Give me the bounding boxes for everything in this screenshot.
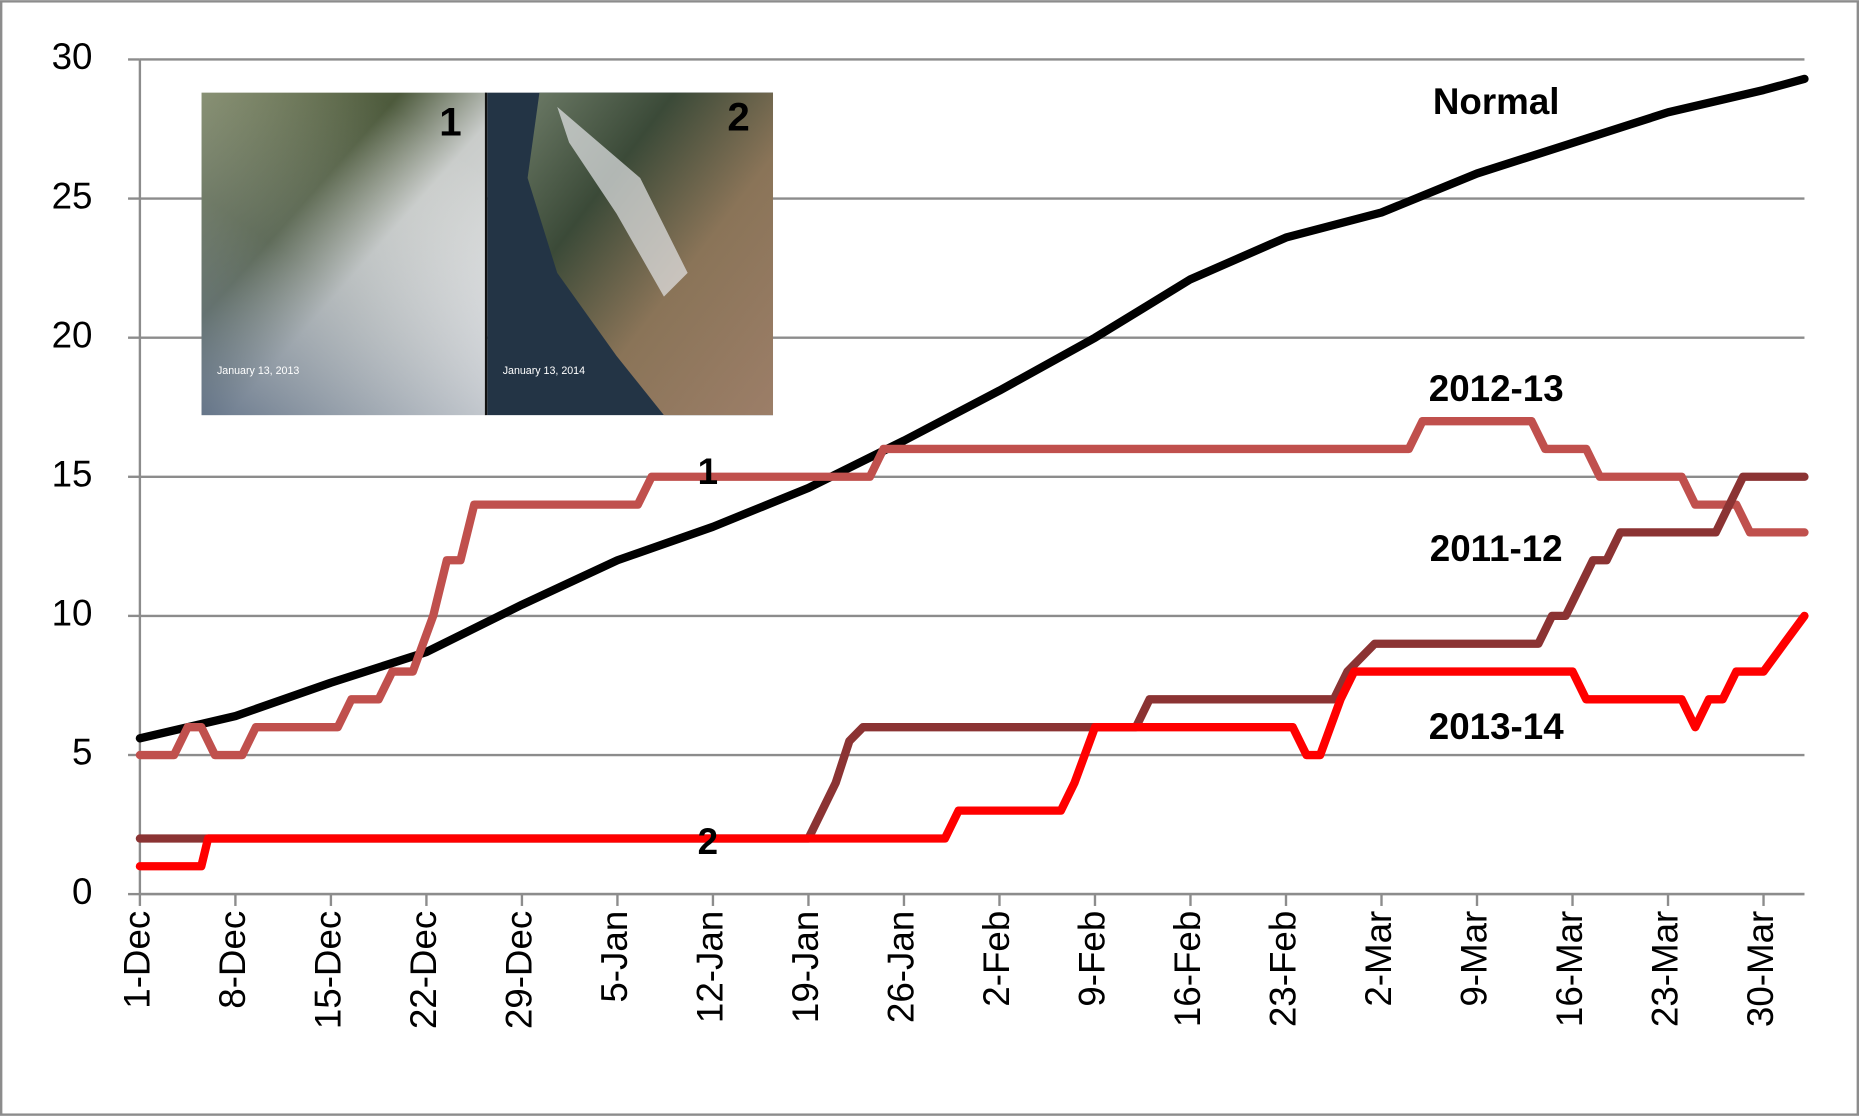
annotation: 1 xyxy=(698,451,718,492)
x-tick-label: 5-Jan xyxy=(594,911,635,1003)
annotation: 2 xyxy=(698,821,718,862)
x-tick-label: 26-Jan xyxy=(881,911,922,1023)
x-tick-label: 8-Dec xyxy=(212,911,253,1009)
grid: 0 5 10 15 20 25 30 1-Dec 8-Dec 15-Dec 22-Dec 29-Dec… xyxy=(52,36,1805,1029)
plot: Normal 2012-13 2011-12 2013-14 xyxy=(135,74,1809,871)
panel-1-cloud xyxy=(201,92,487,416)
series-label: Normal xyxy=(1433,81,1560,122)
panel-number: 1 xyxy=(439,99,461,144)
series-line xyxy=(135,472,1809,843)
x-tick-label: 23-Mar xyxy=(1645,911,1686,1027)
x-tick-label: 22-Dec xyxy=(403,911,444,1029)
y-tick-label: 30 xyxy=(52,36,93,77)
series-label: 2011-12 xyxy=(1430,528,1563,569)
y-tick-label: 5 xyxy=(72,732,92,773)
x-tick-label: 1-Dec xyxy=(117,911,158,1009)
series-label: 2012-13 xyxy=(1429,368,1564,409)
x-tick-label: 9-Feb xyxy=(1072,911,1113,1007)
series-line xyxy=(135,74,1809,743)
x-tick-label: 2-Mar xyxy=(1358,911,1399,1007)
series-line xyxy=(135,611,1809,871)
y-tick-label: 20 xyxy=(52,314,93,355)
panel-caption: January 13, 2013 xyxy=(217,365,299,377)
x-tick-label: 12-Jan xyxy=(690,911,731,1023)
y-tick-label: 25 xyxy=(52,175,93,216)
x-tick-label: 16-Mar xyxy=(1549,911,1590,1027)
x-tick-label: 19-Jan xyxy=(785,911,826,1023)
panel-2-snow xyxy=(557,106,688,297)
series-label: 2013-14 xyxy=(1429,706,1564,747)
x-tick-label: 15-Dec xyxy=(308,911,349,1029)
inset-image: 1 2 January 13, 2013 January 13, 2014 xyxy=(201,92,774,416)
y-tick-label: 10 xyxy=(52,593,93,634)
series-line xyxy=(135,417,1809,760)
x-tick-label: 16-Feb xyxy=(1167,911,1208,1027)
x-tick-label: 23-Feb xyxy=(1263,911,1304,1027)
y-tick-label: 0 xyxy=(72,871,92,912)
panel-number: 2 xyxy=(727,95,749,140)
x-tick-label: 30-Mar xyxy=(1740,911,1781,1027)
x-tick-label: 29-Dec xyxy=(499,911,540,1029)
x-tick-label: 2-Feb xyxy=(976,911,1017,1007)
x-tick-label: 9-Mar xyxy=(1454,911,1495,1007)
y-tick-label: 15 xyxy=(52,453,93,494)
panel-caption: January 13, 2014 xyxy=(503,365,585,377)
